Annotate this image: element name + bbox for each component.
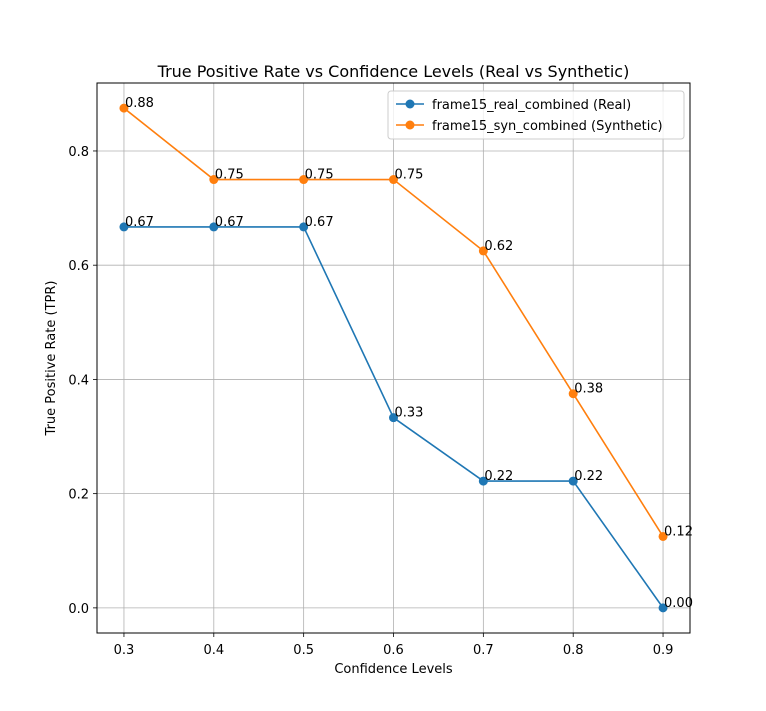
x-tick-label: 0.7 <box>473 643 494 658</box>
data-point <box>299 175 309 185</box>
grid <box>97 83 690 633</box>
x-tick-label: 0.8 <box>563 643 584 658</box>
legend: frame15_real_combined (Real) frame15_syn_… <box>387 90 685 140</box>
data-point <box>209 175 219 185</box>
data-label: 0.67 <box>125 215 154 230</box>
data-point <box>389 413 398 423</box>
legend-item: frame15_syn_combined (Synthetic) <box>396 119 663 134</box>
data-label: 0.33 <box>395 406 424 421</box>
data-label: 0.00 <box>664 596 693 611</box>
axis-ticks: 0.3 0.4 0.5 0.6 0.7 0.8 0.9 0.0 0.2 0.4 0.6 0.8 <box>68 145 673 658</box>
y-axis-label: True Positive Rate (TPR) <box>44 281 59 437</box>
y-tick-label: 0.8 <box>68 145 89 160</box>
data-label: 0.67 <box>305 215 334 230</box>
legend-item: frame15_real_combined (Real) <box>396 98 631 113</box>
data-label: 0.62 <box>484 239 513 254</box>
legend-label: frame15_syn_combined (Synthetic) <box>432 119 663 134</box>
y-tick-label: 0.6 <box>68 259 89 274</box>
x-tick-label: 0.3 <box>114 643 135 658</box>
chart-title: True Positive Rate vs Confidence Levels … <box>157 62 630 81</box>
legend-label: frame15_real_combined (Real) <box>432 98 631 113</box>
y-tick-label: 0.2 <box>68 488 89 503</box>
x-tick-label: 0.4 <box>203 643 224 658</box>
legend-box <box>387 90 685 140</box>
data-point <box>209 222 219 232</box>
data-label: 0.67 <box>215 215 244 230</box>
y-tick-label: 0.4 <box>68 373 89 388</box>
legend-marker <box>405 99 415 109</box>
series-synthetic: 0.88 0.75 0.75 0.75 0.62 0.38 0.12 <box>119 96 693 541</box>
data-label: 0.75 <box>215 168 244 183</box>
data-label: 0.38 <box>574 382 603 397</box>
data-point <box>658 603 668 613</box>
x-tick-label: 0.6 <box>383 643 404 658</box>
data-point <box>568 476 578 486</box>
data-label: 0.22 <box>484 469 513 484</box>
series-layer: 0.67 0.67 0.67 0.33 0.22 0.22 0.00 0.88 0.75 0.75… <box>119 96 693 613</box>
x-axis-label: Confidence Levels <box>334 662 453 677</box>
data-label: 0.88 <box>125 96 154 111</box>
data-point <box>119 222 129 232</box>
y-tick-label: 0.0 <box>68 602 89 617</box>
data-point <box>389 175 398 185</box>
series-real: 0.67 0.67 0.67 0.33 0.22 0.22 0.00 <box>119 215 693 613</box>
data-point <box>119 103 129 113</box>
data-point <box>478 476 488 486</box>
x-tick-label: 0.5 <box>293 643 314 658</box>
data-point <box>658 531 668 541</box>
data-label: 0.75 <box>395 168 424 183</box>
data-point <box>299 222 309 232</box>
data-point <box>568 389 578 399</box>
data-label: 0.22 <box>574 469 603 484</box>
x-tick-label: 0.9 <box>653 643 674 658</box>
legend-marker <box>405 120 415 130</box>
data-point <box>478 246 488 256</box>
data-label: 0.12 <box>664 524 693 539</box>
data-label: 0.75 <box>305 168 334 183</box>
